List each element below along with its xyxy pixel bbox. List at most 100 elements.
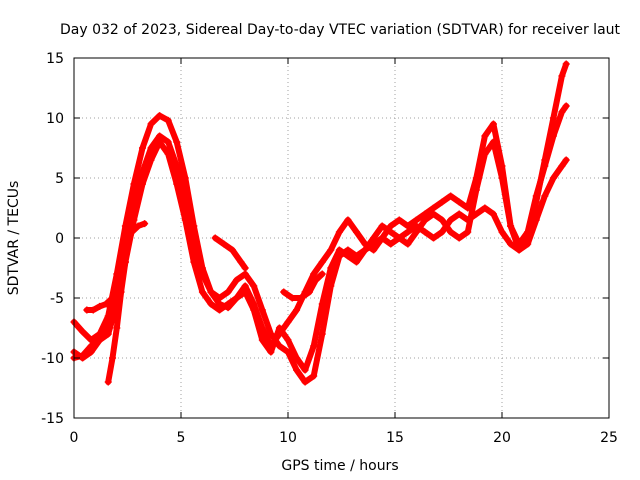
data-point [421, 210, 429, 218]
markers-trace-5 [104, 258, 129, 386]
data-point [562, 102, 570, 110]
data-point [267, 348, 275, 356]
data-point [233, 276, 241, 284]
data-point [404, 228, 412, 236]
data-point [109, 294, 117, 302]
data-point [237, 258, 245, 266]
data-point [284, 348, 292, 356]
y-tick-label: 5 [55, 171, 64, 187]
data-point [207, 300, 215, 308]
x-tick-label: 25 [600, 430, 618, 446]
y-axis-label: SDTVAR / TECUs [6, 181, 22, 296]
data-point [258, 336, 266, 344]
data-point [558, 108, 566, 116]
data-point [455, 210, 463, 218]
data-point [250, 282, 258, 290]
data-point [327, 264, 335, 272]
data-point [430, 234, 438, 242]
data-point [284, 336, 292, 344]
data-point [241, 270, 249, 278]
data-point [216, 294, 224, 302]
data-point [464, 216, 472, 224]
data-point [335, 228, 343, 236]
data-point [301, 366, 309, 374]
data-point [344, 246, 352, 254]
markers-trace-6 [211, 234, 249, 272]
data-point [224, 300, 232, 308]
data-point [288, 294, 296, 302]
data-point [190, 258, 198, 266]
data-point [293, 366, 301, 374]
data-point [310, 342, 318, 350]
data-point [498, 228, 506, 236]
data-point [352, 228, 360, 236]
data-point [241, 264, 249, 272]
data-point [224, 288, 232, 296]
axis-ticks: 0 5 10 15 20 25 -15 -10 -5 0 5 10 15 [41, 51, 618, 446]
data-point [361, 246, 369, 254]
data-point [558, 72, 566, 80]
data-point [207, 288, 215, 296]
data-point [412, 228, 420, 236]
data-point [507, 240, 515, 248]
markers-trace-3 [70, 138, 570, 374]
data-point [297, 294, 305, 302]
data-point [104, 378, 112, 386]
data-point [109, 354, 117, 362]
data-point [370, 234, 378, 242]
y-tick-label: 10 [46, 111, 64, 127]
data-point [344, 252, 352, 260]
data-point [481, 150, 489, 158]
data-point [117, 288, 125, 296]
markers-trace-7 [280, 270, 326, 302]
data-point [181, 174, 189, 182]
data-point [541, 162, 549, 170]
data-point [438, 228, 446, 236]
markers-trace-4 [83, 220, 149, 314]
data-point [489, 138, 497, 146]
x-tick-label: 10 [279, 430, 297, 446]
data-point [89, 306, 97, 314]
data-point [228, 246, 236, 254]
data-point [472, 210, 480, 218]
data-point [156, 138, 164, 146]
data-point [438, 216, 446, 224]
data-point [327, 246, 335, 254]
data-point [241, 282, 249, 290]
data-point [352, 258, 360, 266]
data-point [318, 330, 326, 338]
data-point [562, 60, 570, 68]
data-point [293, 306, 301, 314]
data-point [275, 342, 283, 350]
data-point [541, 192, 549, 200]
x-tick-label: 15 [386, 430, 404, 446]
data-point [198, 288, 206, 296]
data-point [447, 228, 455, 236]
data-point [455, 234, 463, 242]
data-point [275, 324, 283, 332]
y-tick-label: -10 [41, 351, 64, 367]
x-axis-label: GPS time / hours [281, 458, 398, 474]
data-point [147, 144, 155, 152]
data-point [250, 306, 258, 314]
data-point [284, 318, 292, 326]
series-trace-4 [83, 220, 148, 313]
data-point [79, 352, 87, 360]
data-point [312, 276, 320, 284]
data-series [70, 60, 570, 386]
data-point [489, 210, 497, 218]
data-point [138, 144, 146, 152]
data-point [147, 156, 155, 164]
data-point [387, 240, 395, 248]
data-point [173, 138, 181, 146]
data-point [141, 220, 149, 228]
data-point [121, 246, 129, 254]
y-tick-label: -5 [50, 291, 64, 307]
data-point [455, 198, 463, 206]
data-point [96, 302, 104, 310]
data-point [156, 132, 164, 140]
data-point [498, 174, 506, 182]
data-point [335, 246, 343, 254]
data-point [267, 330, 275, 338]
